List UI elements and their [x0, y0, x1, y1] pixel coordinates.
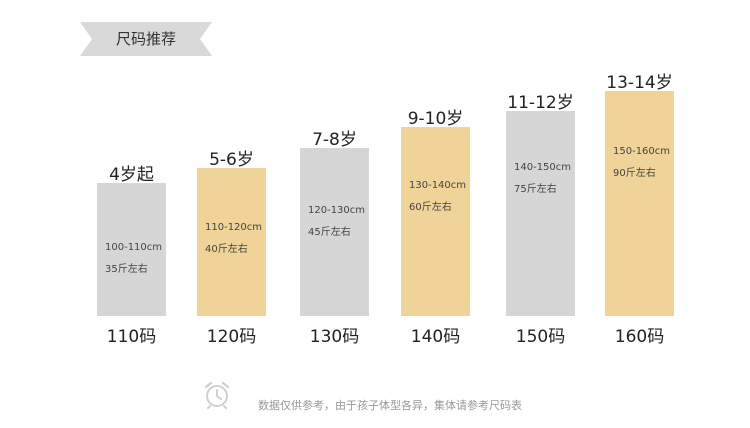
measurements: 110-120cm 40斤左右	[205, 217, 262, 261]
age-label: 13-14岁	[606, 73, 673, 93]
disclaimer-note: 数据仅供参考，由于孩子体型各异，集体请参考尺码表	[258, 399, 522, 412]
size-card-110: 4岁起 100-110cm 35斤左右	[97, 160, 166, 316]
measurements: 140-150cm 75斤左右	[514, 157, 571, 201]
size-card-130: 7-8岁 120-130cm 45斤左右	[300, 125, 369, 316]
ribbon-banner-icon	[80, 22, 212, 56]
height-range: 100-110cm	[105, 242, 163, 253]
measurements: 130-140cm 60斤左右	[409, 175, 466, 219]
size-label-130: 130码	[309, 327, 360, 347]
height-range: 140-150cm	[514, 162, 572, 173]
size-bar: 130-140cm 60斤左右	[401, 127, 470, 316]
measurements: 150-160cm 90斤左右	[613, 141, 670, 185]
weight-range: 40斤左右	[205, 244, 248, 255]
height-range: 120-130cm	[308, 205, 366, 216]
height-range: 130-140cm	[409, 180, 467, 191]
size-bar: 100-110cm 35斤左右	[97, 183, 166, 316]
weight-range: 75斤左右	[514, 184, 557, 195]
age-label: 5-6岁	[209, 150, 254, 170]
size-bar: 140-150cm 75斤左右	[506, 111, 575, 316]
size-label-110: 110码	[106, 327, 157, 347]
size-bar: 110-120cm 40斤左右	[197, 168, 266, 316]
size-label-120: 120码	[206, 327, 257, 347]
size-card-150: 11-12岁 140-150cm 75斤左右	[506, 88, 575, 316]
age-label: 7-8岁	[312, 130, 357, 150]
size-label-140: 140码	[410, 327, 461, 347]
age-label: 4岁起	[109, 165, 154, 185]
size-card-160: 13-14岁 150-160cm 90斤左右	[605, 68, 674, 316]
age-label: 9-10岁	[407, 109, 464, 129]
size-card-120: 5-6岁 110-120cm 40斤左右	[197, 145, 266, 316]
age-label: 11-12岁	[507, 93, 574, 113]
size-label-150: 150码	[515, 327, 566, 347]
size-bar: 120-130cm 45斤左右	[300, 148, 369, 316]
measurements: 120-130cm 45斤左右	[308, 200, 365, 244]
alarm-clock-icon	[202, 380, 232, 410]
size-label-160: 160码	[614, 327, 665, 347]
weight-range: 35斤左右	[105, 264, 148, 275]
page-title: 尺码推荐	[115, 30, 176, 48]
height-range: 110-120cm	[205, 222, 263, 233]
weight-range: 45斤左右	[308, 227, 351, 238]
weight-range: 90斤左右	[613, 168, 656, 179]
size-bar: 150-160cm 90斤左右	[605, 91, 674, 316]
measurements: 100-110cm 35斤左右	[105, 237, 162, 281]
weight-range: 60斤左右	[409, 202, 452, 213]
height-range: 150-160cm	[613, 146, 671, 157]
title-ribbon: 尺码推荐	[80, 22, 212, 56]
size-card-140: 9-10岁 130-140cm 60斤左右	[401, 104, 470, 316]
